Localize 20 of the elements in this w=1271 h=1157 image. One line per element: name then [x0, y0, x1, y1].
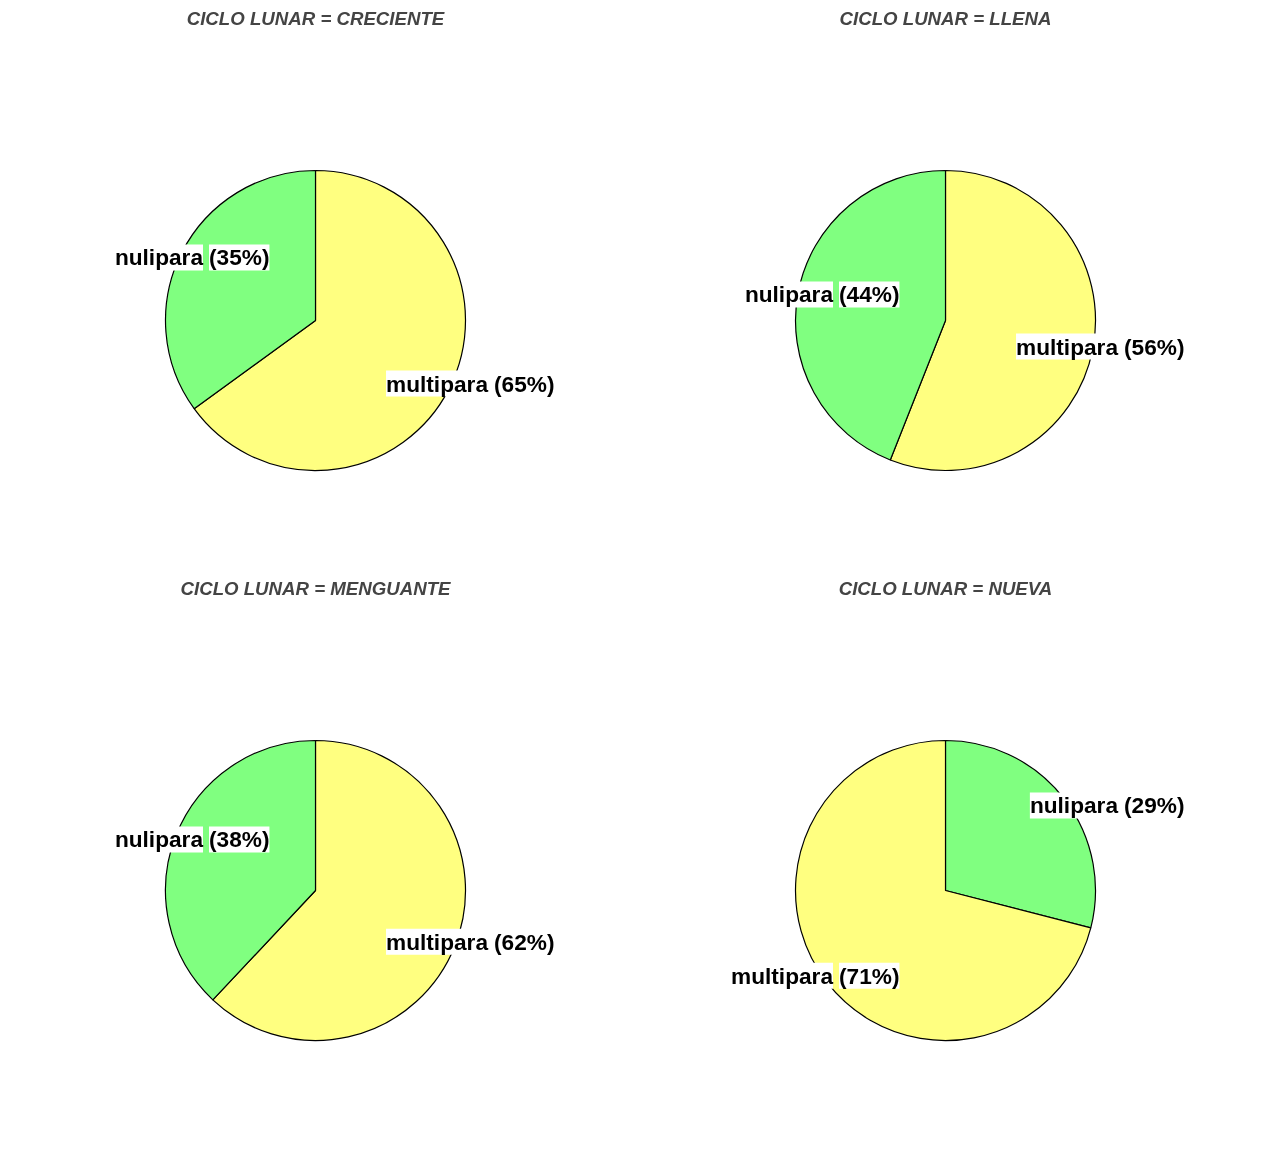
chart-title: CICLO LUNAR = LLENA	[839, 7, 1052, 29]
data-label: (71%)	[839, 962, 900, 989]
data-label: (62%)	[494, 928, 555, 955]
data-label: (29%)	[1124, 792, 1185, 819]
chart-title: CICLO LUNAR = MENGUANTE	[180, 577, 452, 599]
slice-label: nulipara	[114, 826, 204, 853]
slice-label: multipara	[386, 928, 489, 955]
slice-label: nulipara	[1029, 792, 1119, 819]
data-label: (65%)	[494, 370, 555, 397]
slice-label: nulipara	[744, 281, 834, 308]
data-label: (56%)	[1124, 333, 1185, 360]
data-label: (44%)	[839, 281, 900, 308]
data-label: (38%)	[209, 826, 270, 853]
slice-label: multipara	[386, 370, 489, 397]
slice-label: nulipara	[114, 244, 204, 271]
chart-title: CICLO LUNAR = NUEVA	[838, 577, 1053, 599]
slice-label: multipara	[731, 962, 834, 989]
data-label: (35%)	[209, 244, 270, 271]
chart-title: CICLO LUNAR = CRECIENTE	[186, 7, 445, 29]
slice-label: multipara	[1016, 333, 1119, 360]
